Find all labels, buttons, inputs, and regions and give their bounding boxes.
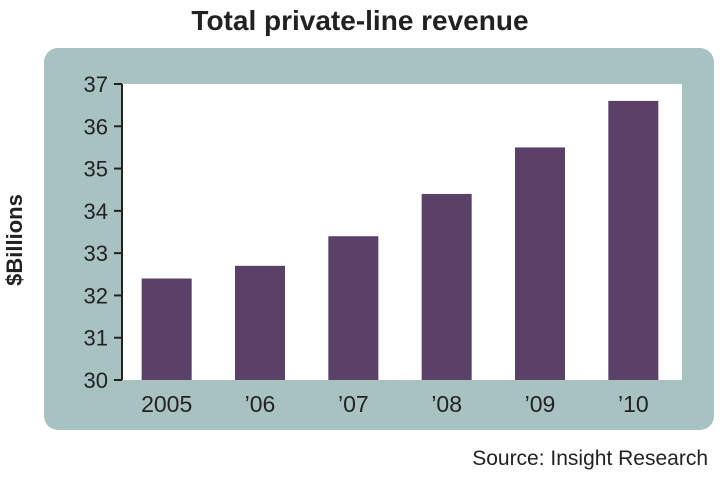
bar (235, 265, 285, 380)
source-note: Source: Insight Research (472, 447, 708, 470)
y-axis: 30 31 32 33 34 35 36 37 (84, 72, 123, 393)
y-tick-label: 34 (84, 199, 108, 224)
bar (608, 100, 659, 381)
y-tick-label: 30 (84, 368, 108, 393)
y-tick-label: 35 (84, 157, 108, 182)
bar (421, 193, 472, 380)
bar (141, 278, 192, 380)
x-tick-label: ’07 (338, 391, 369, 417)
y-axis-label: $Billions (2, 194, 27, 286)
x-tick-label: ’09 (525, 391, 556, 417)
x-tick-label: ’06 (245, 391, 276, 417)
x-tick-label: 2005 (141, 391, 192, 417)
x-tick-label: ’08 (431, 391, 462, 417)
bar (328, 236, 379, 380)
y-tick-label: 32 (84, 283, 108, 308)
y-tick-label: 31 (84, 326, 108, 351)
y-tick-label: 37 (84, 72, 108, 97)
chart-title: Total private-line revenue (191, 5, 528, 36)
bar (515, 147, 565, 380)
plot-area (122, 84, 682, 380)
y-tick-label: 33 (84, 241, 108, 266)
x-axis: 2005 ’06 ’07 ’08 ’09 ’10 (141, 391, 649, 417)
y-tick-label: 36 (84, 114, 108, 139)
bar-series (141, 100, 659, 381)
x-tick-label: ’10 (618, 391, 649, 417)
